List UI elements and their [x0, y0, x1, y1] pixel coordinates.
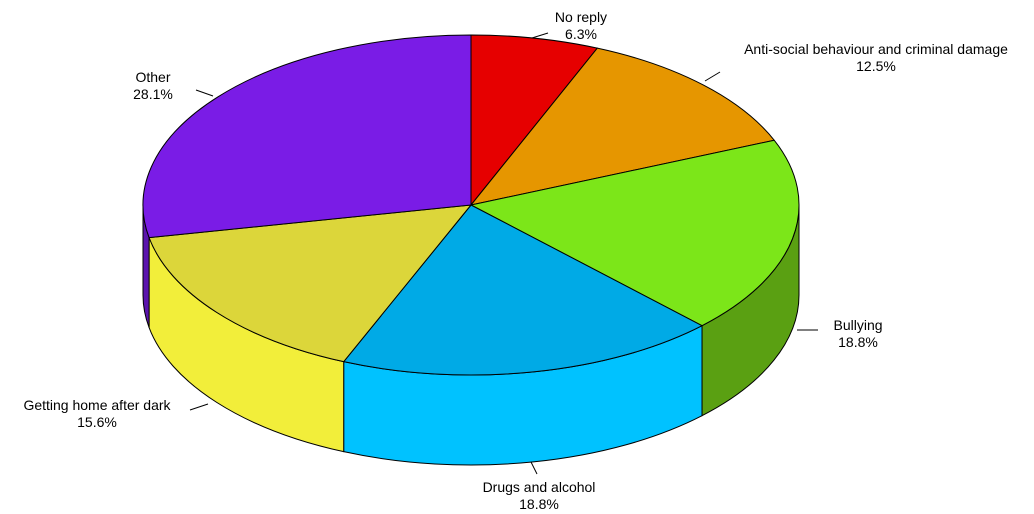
pie-slices	[142, 34, 800, 376]
leader-line	[530, 461, 538, 475]
slice-label: Other	[135, 69, 170, 85]
pie-slice	[142, 34, 472, 239]
pie-slice	[470, 139, 800, 327]
slice-value-label: 6.3%	[565, 26, 597, 42]
slice-value-label: 12.5%	[856, 58, 896, 74]
slice-label: Bullying	[833, 317, 882, 333]
pie-slice	[148, 204, 472, 363]
slice-value-label: 28.1%	[133, 86, 173, 102]
leader-line	[195, 89, 214, 97]
pie-side-walls	[142, 204, 800, 466]
slice-label: Drugs and alcohol	[483, 479, 596, 495]
pie-slice	[470, 47, 775, 206]
leader-line	[531, 32, 549, 39]
slice-label: Getting home after dark	[23, 397, 171, 413]
slice-label: No reply	[555, 9, 607, 25]
pie-slice	[343, 204, 703, 376]
slice-label: Anti-social behaviour and criminal damag…	[744, 41, 1008, 57]
slice-value-label: 15.6%	[77, 414, 117, 430]
leader-line	[704, 71, 721, 82]
slice-value-label: 18.8%	[519, 496, 559, 512]
leader-line	[189, 403, 209, 411]
pie-slice	[470, 34, 598, 206]
slice-value-label: 18.8%	[838, 334, 878, 350]
